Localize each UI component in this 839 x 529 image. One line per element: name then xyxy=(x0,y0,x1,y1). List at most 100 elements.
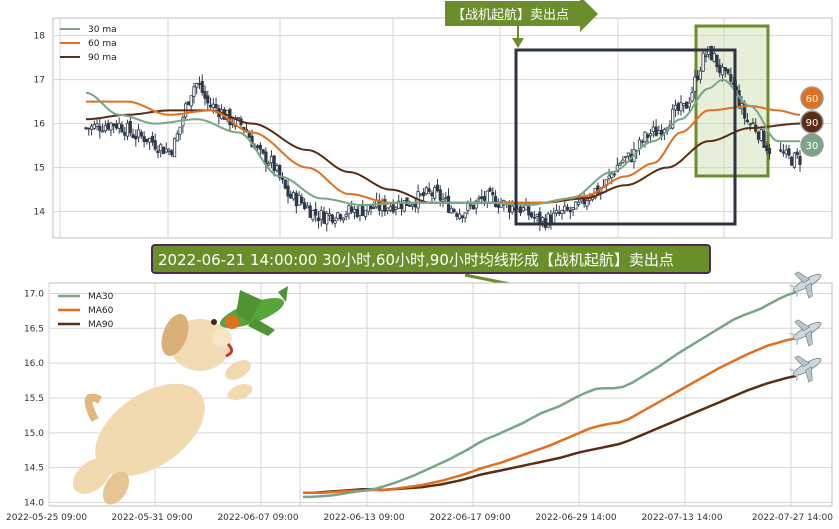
candle-body xyxy=(87,127,91,130)
candle-body xyxy=(422,192,426,197)
candle-body xyxy=(419,193,423,196)
candle-body xyxy=(560,209,564,214)
candle-body xyxy=(671,108,675,129)
candle-body xyxy=(466,203,470,211)
candle-body xyxy=(449,207,453,214)
bottom-banner-text: 2022-06-21 14:00:00 30小时,60小时,90小时均线形成【战… xyxy=(158,251,674,269)
candle-body xyxy=(167,149,171,152)
candle-body xyxy=(446,195,451,213)
candle-body xyxy=(170,150,174,156)
candle-body xyxy=(139,131,143,137)
candle-body xyxy=(399,203,404,209)
ma-x-tick-0: 2022-05-25 09:00 xyxy=(6,513,87,523)
candle-body xyxy=(172,138,177,158)
candle-body xyxy=(748,123,752,126)
ma-x-tick-5: 2022-06-29 14:00 xyxy=(535,513,616,523)
candle-body xyxy=(577,201,581,205)
candle-body xyxy=(438,189,442,201)
candle-body xyxy=(518,206,523,214)
candle-body xyxy=(610,173,614,178)
price-y-tick-1: 15 xyxy=(34,164,45,174)
candle-body xyxy=(795,151,799,156)
candle-body xyxy=(120,124,124,133)
signal-box xyxy=(514,48,737,226)
candle-body xyxy=(557,211,561,215)
candle-body xyxy=(267,162,271,166)
candle-body xyxy=(175,133,179,142)
candle-body xyxy=(648,133,653,137)
candle-body xyxy=(756,131,761,140)
candle-body xyxy=(388,206,393,211)
candle-body xyxy=(125,122,130,137)
candle-body xyxy=(424,187,428,195)
candle-body xyxy=(541,217,545,222)
candle-body xyxy=(286,185,290,197)
candle-body xyxy=(278,164,282,179)
candle-body xyxy=(123,132,127,136)
candle-body xyxy=(358,205,362,217)
candle-body xyxy=(718,64,722,74)
legend-60ma: 60 ma xyxy=(88,39,117,49)
candle-body xyxy=(571,206,575,210)
candle-body xyxy=(341,217,345,221)
candle-body xyxy=(316,217,321,222)
ma-x-tick-1: 2022-05-31 09:00 xyxy=(111,513,192,523)
top-banner-text: 【战机起航】卖出点 xyxy=(452,7,569,23)
candle-body xyxy=(712,53,716,62)
dog-illustration-icon xyxy=(72,313,253,505)
candle-body xyxy=(704,55,708,58)
candle-body xyxy=(142,136,146,142)
price-panel-y-ticks: 14 15 16 17 18 xyxy=(34,32,46,218)
candle-body xyxy=(565,206,570,211)
candle-body xyxy=(112,123,116,127)
candle-body xyxy=(485,190,489,204)
ma-x-tick-7: 2022-07-27 14:00 xyxy=(752,513,833,523)
candle-body xyxy=(538,211,542,224)
candle-body xyxy=(673,104,678,111)
candle-body xyxy=(145,138,149,143)
candle-body xyxy=(535,214,539,217)
candle-body xyxy=(311,209,315,221)
candle-body xyxy=(657,130,661,135)
candle-body xyxy=(762,130,766,148)
candle-body xyxy=(255,145,260,149)
candle-body xyxy=(482,196,487,201)
candle-body xyxy=(178,126,182,135)
candle-body xyxy=(759,129,763,141)
price-y-tick-2: 16 xyxy=(34,120,46,130)
candle-body xyxy=(106,122,110,130)
ma-badges: 60 90 30 xyxy=(800,86,824,157)
candle-body xyxy=(687,102,691,108)
candle-body xyxy=(347,205,351,215)
candle-body xyxy=(283,179,287,189)
candle-body xyxy=(197,83,202,85)
candle-body xyxy=(676,103,680,111)
ma-panel-legend: MA30 MA60 MA90 xyxy=(58,292,114,330)
candle-body xyxy=(693,76,697,92)
candle-body xyxy=(200,80,204,93)
candle-body xyxy=(153,140,157,150)
top-banner-arrow-icon xyxy=(512,38,524,48)
ma-x-tick-3: 2022-06-13 09:00 xyxy=(323,513,404,523)
candle-body xyxy=(372,207,376,209)
candle-body xyxy=(89,125,94,130)
candle-body xyxy=(618,162,622,166)
candle-body xyxy=(790,156,794,166)
candle-body xyxy=(314,209,318,216)
candle-body xyxy=(726,68,730,74)
candle-body xyxy=(781,151,785,154)
candle-body xyxy=(471,204,476,210)
toy-plane-icon xyxy=(219,286,288,336)
candle-body xyxy=(493,196,498,207)
candle-body xyxy=(441,198,445,202)
candle-body xyxy=(651,126,655,132)
candle-body xyxy=(383,199,387,212)
candle-body xyxy=(203,90,207,99)
candle-body xyxy=(355,208,359,218)
ma-y-tick-3: 15.5 xyxy=(24,394,44,404)
price-y-tick-4: 18 xyxy=(34,32,46,42)
candle-body xyxy=(510,205,514,213)
candle-body xyxy=(433,187,437,199)
ma-x-tick-6: 2022-07-13 14:00 xyxy=(641,513,722,523)
